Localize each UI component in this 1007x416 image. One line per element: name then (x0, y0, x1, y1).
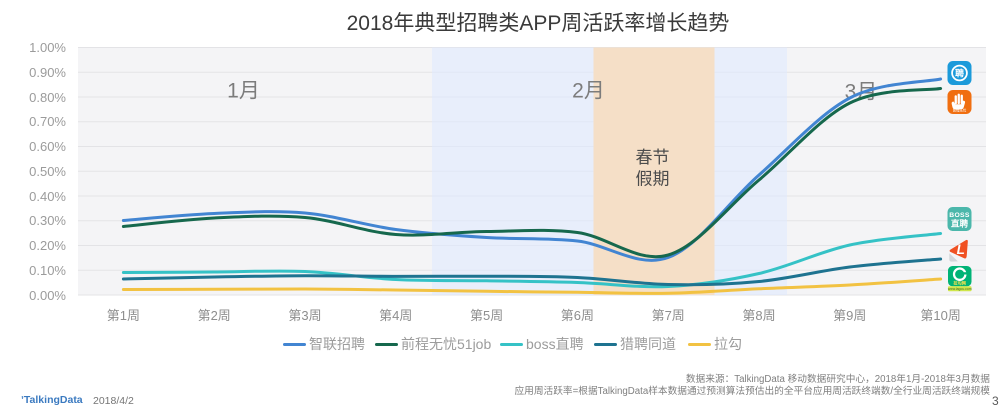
svg-text:BOSS: BOSS (949, 212, 970, 219)
svg-text:L: L (957, 242, 965, 257)
svg-text:春节: 春节 (636, 148, 670, 167)
svg-text:www.lagou.com: www.lagou.com (948, 287, 972, 291)
svg-text:1月: 1月 (227, 80, 260, 103)
svg-text:拉勾网: 拉勾网 (953, 280, 966, 287)
svg-text:直聘: 直聘 (951, 218, 969, 229)
svg-text:假期: 假期 (636, 170, 670, 189)
svg-text:2月: 2月 (572, 80, 605, 103)
svg-text:聘: 聘 (955, 67, 964, 78)
svg-text:前程无忧: 前程无忧 (953, 108, 967, 113)
